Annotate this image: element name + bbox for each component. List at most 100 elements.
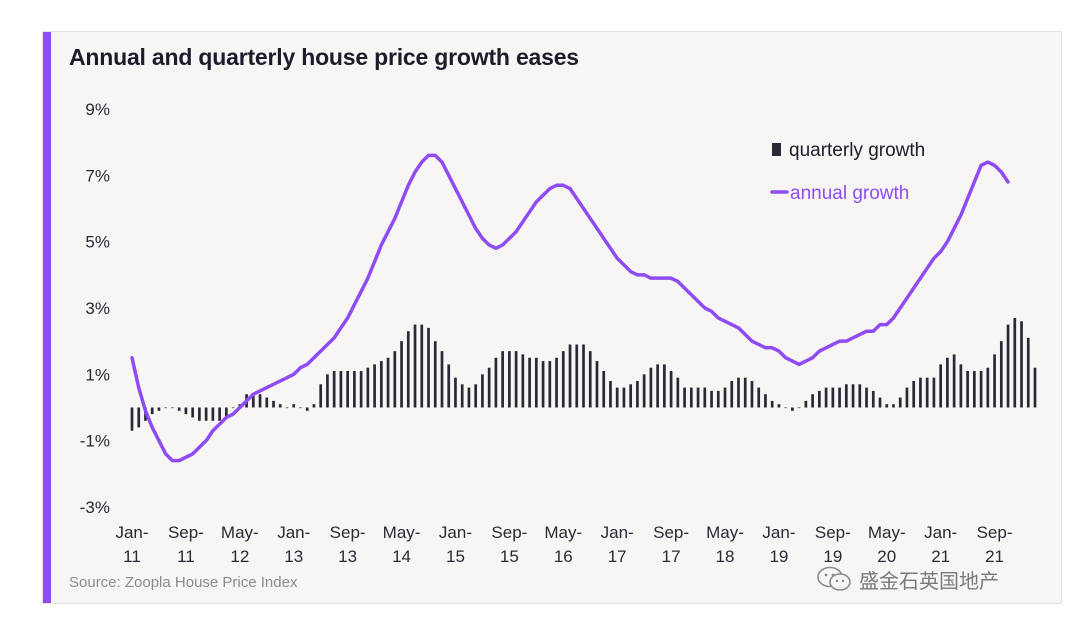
quarterly-growth-bar [636,380,639,408]
quarterly-growth-bar [460,384,464,408]
quarterly-growth-bar [973,371,976,408]
y-tick-label: 7% [85,166,110,185]
quarterly-growth-bar [379,361,383,408]
quarterly-growth-bar [629,384,633,408]
quarterly-growth-bar [292,404,296,408]
quarterly-growth-bar [791,407,794,411]
quarterly-growth-bar [299,407,302,409]
quarterly-growth-bar [999,341,1003,408]
quarterly-growth-bar [730,380,734,408]
quarterly-growth-bar [366,367,370,408]
quarterly-growth-bar [272,400,275,408]
quarterly-growth-bar [595,361,599,408]
x-tick-month: Sep- [330,523,366,542]
quarterly-growth-bar [743,377,747,408]
quarterly-growth-bar [602,371,606,408]
quarterly-growth-bar [851,384,855,408]
quarterly-growth-bar [494,357,498,408]
quarterly-growth-bar [865,387,868,408]
quarterly-growth-bar [737,377,740,408]
x-tick-month: Sep- [977,523,1013,542]
quarterly-growth-bar [777,404,781,408]
quarterly-growth-bar [130,407,134,431]
quarterly-growth-bar [716,390,720,408]
quarterly-growth-bar [669,371,673,408]
accent-bar [43,32,51,603]
quarterly-growth-bar [319,384,323,408]
quarterly-growth-bar [198,407,201,421]
x-tick-year: 21 [931,547,950,566]
quarterly-growth-bar [305,407,309,411]
x-tick-month: Sep- [815,523,851,542]
x-tick-year: 18 [716,547,735,566]
x-tick-year: 21 [985,547,1004,566]
quarterly-growth-bar [818,390,821,408]
x-tick-month: May- [868,523,906,542]
y-tick-label: 3% [85,299,110,318]
quarterly-growth-bar [784,407,788,409]
quarterly-growth-bar [663,364,666,408]
quarterly-growth-bar [797,407,801,409]
annual-growth-line [130,153,1010,463]
quarterly-growth-bar [710,390,713,408]
quarterly-growth-bar [1013,317,1017,408]
quarterly-growth-bar [952,354,956,408]
quarterly-growth-bar [541,361,545,408]
quarterly-growth-bar [326,374,329,408]
x-tick-month: Jan- [115,523,148,542]
y-tick-label: 5% [85,233,110,252]
x-tick-year: 13 [284,547,303,566]
x-tick-month: Jan- [601,523,634,542]
quarterly-growth-bar [696,387,700,408]
quarterly-growth-bar [582,344,585,408]
quarterly-growth-bar [164,407,168,409]
x-tick-year: 12 [230,547,249,566]
quarterly-growth-bar [1026,337,1030,408]
quarterly-growth-bar [912,380,916,408]
quarterly-growth-bar [622,387,626,408]
quarterly-growth-bar [508,351,511,408]
x-axis-ticks: Jan- 11 Sep- 11 May- 12 Jan- 13 Sep- 13 May- 14 Jan-… [115,523,1012,566]
quarterly-growth-bar [400,341,403,408]
quarterly-growth-bar [278,404,282,408]
quarterly-growth-bar [561,351,565,408]
quarterly-growth-bar [528,357,531,408]
quarterly-growth-bar [1020,321,1023,408]
x-tick-month: May- [383,523,421,542]
quarterly-growth-bar [575,344,579,408]
x-tick-month: Jan- [439,523,472,542]
x-tick-year: 14 [392,547,411,566]
quarterly-growth-bar [211,407,215,421]
quarterly-growth-bar [770,400,774,408]
x-tick-year: 20 [877,547,896,566]
quarterly-growth-bar [588,351,592,408]
quarterly-growth-bar [609,380,612,408]
quarterly-growth-bars [130,317,1037,431]
quarterly-growth-bar [487,367,491,408]
quarterly-growth-bar [804,400,808,408]
quarterly-growth-bar [150,407,154,415]
quarterly-growth-bar [642,374,646,408]
legend-quarterly-swatch [772,143,781,156]
quarterly-growth-bar [878,397,882,408]
quarterly-growth-bar [386,357,390,408]
quarterly-growth-bar [258,394,262,408]
quarterly-growth-bar [339,371,343,408]
x-tick-year: 15 [446,547,465,566]
quarterly-growth-bar [191,407,194,418]
quarterly-growth-bar [764,394,767,408]
quarterly-growth-bar [703,387,707,408]
chart-title: Annual and quarterly house price growth … [69,44,579,70]
quarterly-growth-bar [353,371,356,408]
quarterly-growth-bar [966,371,969,408]
quarterly-growth-bar [932,377,936,408]
quarterly-growth-bar [413,324,417,408]
quarterly-growth-bar [184,407,188,415]
y-tick-label: 9% [85,100,110,119]
x-tick-month: Sep- [653,523,689,542]
y-tick-label: -1% [80,432,110,451]
wechat-icon [817,566,851,591]
quarterly-growth-bar [433,341,437,408]
watermark-text: 盛金石英国地产 [859,568,999,593]
x-tick-month: May- [221,523,259,542]
